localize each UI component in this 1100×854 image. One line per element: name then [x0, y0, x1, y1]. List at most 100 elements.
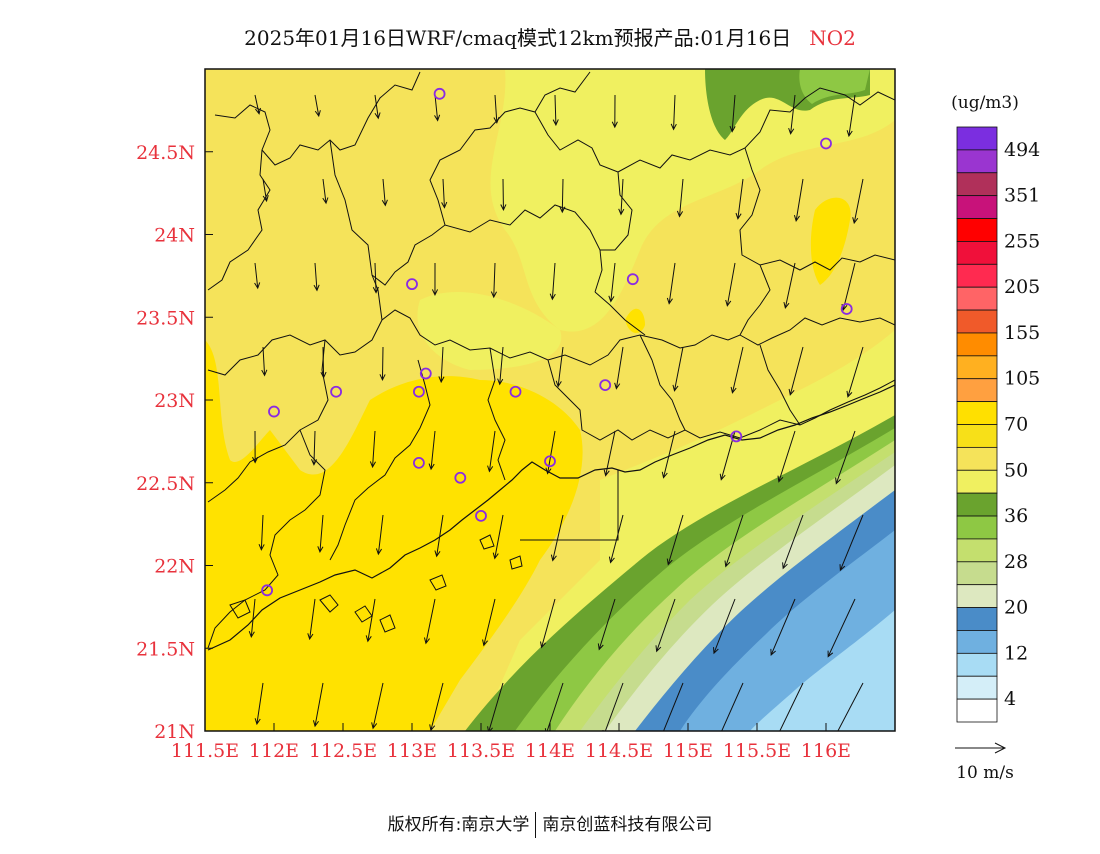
station-marker — [626, 273, 639, 286]
wind-arrow — [676, 178, 684, 218]
wind-arrow — [369, 430, 376, 469]
island-outline — [509, 555, 523, 570]
wind-reference-arrowhead — [994, 742, 1007, 754]
wind-arrow — [487, 682, 504, 731]
lon-tick-label: 115E — [663, 740, 713, 762]
wind-arrow — [661, 430, 676, 479]
island-outline — [229, 599, 251, 619]
copyright-footer: 版权所有:南京大学 南京创蓝科技有限公司 — [0, 810, 1100, 838]
wind-arrow — [839, 514, 864, 572]
wind-arrow — [670, 94, 677, 131]
wind-arrow — [497, 346, 504, 386]
boundary-line — [594, 291, 646, 336]
lat-tick-label: 21N — [154, 721, 195, 743]
colorbar-label: 205 — [1004, 276, 1040, 298]
station-marker — [419, 367, 432, 380]
longitude-axis: 111.5E 112E 112.5E 113E 113.5E 114E 114.5E 115E… — [171, 723, 851, 762]
wind-arrow — [614, 346, 624, 390]
colorbar-swatch — [956, 401, 998, 425]
wind-arrow — [307, 598, 316, 641]
wind-arrow — [371, 682, 384, 730]
colorbar-swatch — [956, 469, 998, 494]
wind-arrow — [313, 262, 320, 292]
wind-arrow — [261, 346, 268, 377]
wind-arrow — [852, 178, 864, 225]
wind-arrow — [254, 682, 264, 726]
wind-arrow — [438, 346, 445, 384]
boundary-line — [759, 254, 895, 271]
colorbar-label: 28 — [1004, 551, 1028, 573]
wind-arrow — [663, 682, 684, 731]
boundary-line — [534, 111, 633, 251]
colorbar-swatch — [956, 355, 998, 380]
colorbar-swatch — [956, 561, 998, 586]
wind-arrow — [730, 346, 744, 394]
wind-arrow — [597, 598, 616, 651]
wind-arrow — [540, 598, 556, 649]
wind-arrow — [555, 346, 564, 388]
colorbar-label: 105 — [1004, 368, 1040, 390]
wind-arrow — [434, 94, 441, 122]
wind-arrow — [431, 262, 439, 296]
wind-arrow — [655, 598, 676, 653]
copyright-company: 南京创蓝科技有限公司 — [542, 815, 713, 835]
colorbar-swatch — [956, 126, 998, 151]
wind-arrow — [608, 514, 624, 564]
colorbar-label: 70 — [1004, 414, 1028, 436]
boundary-line — [487, 347, 506, 481]
colorbar-swatch — [956, 515, 998, 540]
colorbar-swatch — [956, 218, 998, 242]
island-outline — [479, 534, 495, 550]
station-marker — [406, 278, 418, 291]
wind-arrow — [559, 178, 566, 214]
map-title: 2025年01月16日WRF/cmaq模式12km预报产品:01月16日 NO2 — [0, 22, 1100, 51]
station-marker — [840, 303, 853, 315]
colorbar-swatch — [956, 584, 998, 608]
wind-arrow — [735, 178, 744, 220]
wind-arrow — [375, 514, 384, 556]
wind-arrow — [320, 346, 327, 379]
colorbar-swatch — [956, 195, 998, 219]
station-marker — [475, 509, 487, 522]
wind-arrow — [602, 682, 624, 731]
station-marker — [330, 385, 343, 398]
wind-arrow — [712, 598, 736, 655]
lon-tick-label: 113.5E — [447, 740, 515, 762]
wind-reference-label: 10 m/s — [956, 763, 1014, 783]
wind-arrow — [788, 346, 804, 396]
lon-tick-label: 114E — [525, 740, 575, 762]
wind-arrow — [500, 178, 507, 212]
wind-arrow — [729, 94, 736, 133]
colorbar-swatch — [956, 538, 998, 563]
wind-arrow — [365, 598, 376, 643]
colorbar-label: 494 — [1004, 139, 1040, 161]
station-marker — [454, 471, 467, 484]
wind-arrow — [721, 682, 744, 731]
island-outline — [379, 614, 396, 633]
wind-arrow — [314, 94, 321, 118]
wind-arrow — [827, 598, 856, 658]
station-marker — [730, 430, 743, 443]
colorbar-label: 50 — [1004, 459, 1028, 481]
colorbar-labels: 494 351 255 205 155 105 70 50 36 28 20 12 4 — [1004, 139, 1040, 710]
colorbar-label: 155 — [1004, 322, 1040, 344]
field-band-0-4 — [750, 610, 895, 731]
lon-tick-label: 114.5E — [585, 740, 653, 762]
species-label: NO2 — [809, 26, 856, 50]
wind-arrow — [779, 682, 804, 731]
wind-arrow — [793, 178, 804, 223]
wind-arrow — [549, 262, 556, 301]
wind-arrow — [482, 598, 496, 647]
field-band-70-plus-small — [625, 308, 645, 334]
island-outline — [429, 574, 447, 591]
wind-arrow — [788, 94, 796, 135]
wind-arrow — [248, 598, 256, 638]
station-marker — [433, 87, 446, 100]
wind-arrow — [312, 682, 324, 728]
wind-arrow — [423, 598, 436, 645]
wind-arrow — [254, 262, 261, 290]
colorbar — [956, 126, 998, 723]
boundary-line — [547, 359, 895, 441]
colorbar-swatch — [956, 263, 998, 288]
